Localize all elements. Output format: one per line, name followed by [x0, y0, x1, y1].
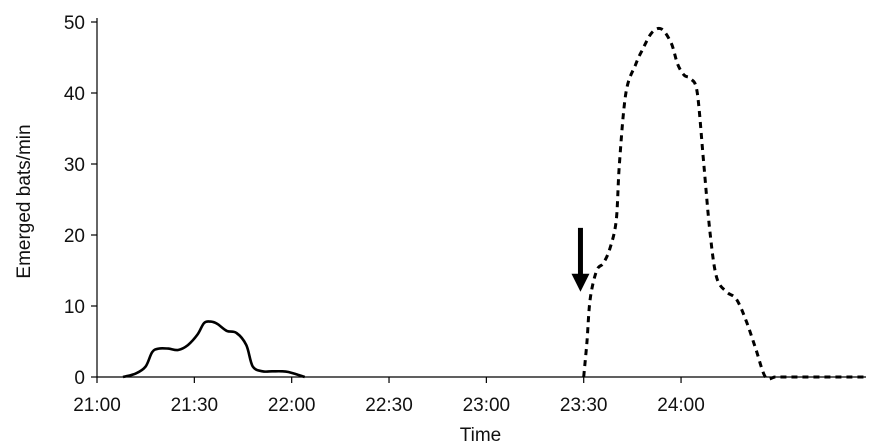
x-tick-label: 22:30 — [365, 395, 413, 416]
y-tick-label: 20 — [64, 226, 85, 247]
x-tick-label: 21:30 — [171, 395, 219, 416]
x-axis-ticks: 21:00 21:30 22:00 22:30 23:00 23:30 24:00 — [73, 377, 705, 416]
x-tick-label: 23:00 — [463, 395, 511, 416]
x-tick-label: 21:00 — [73, 395, 121, 416]
series-group — [122, 26, 866, 381]
y-tick-label: 10 — [64, 297, 85, 318]
y-tick-label: 0 — [74, 368, 85, 389]
annotation-group — [571, 227, 590, 292]
y-tick-label: 50 — [64, 13, 85, 34]
x-tick-label: 23:30 — [560, 395, 608, 416]
arrow-down-icon — [571, 273, 590, 292]
solid-series-line — [122, 320, 306, 379]
y-tick-label: 40 — [64, 84, 85, 105]
y-axis-title: Emerged bats/min — [14, 124, 35, 278]
x-axis-title: Time — [460, 425, 502, 443]
dashed-series-line — [582, 26, 866, 381]
x-tick-label: 22:00 — [268, 395, 316, 416]
y-tick-label: 30 — [64, 155, 85, 176]
y-axis-ticks: 0 10 20 30 40 50 — [64, 13, 97, 389]
x-tick-label: 24:00 — [657, 395, 705, 416]
